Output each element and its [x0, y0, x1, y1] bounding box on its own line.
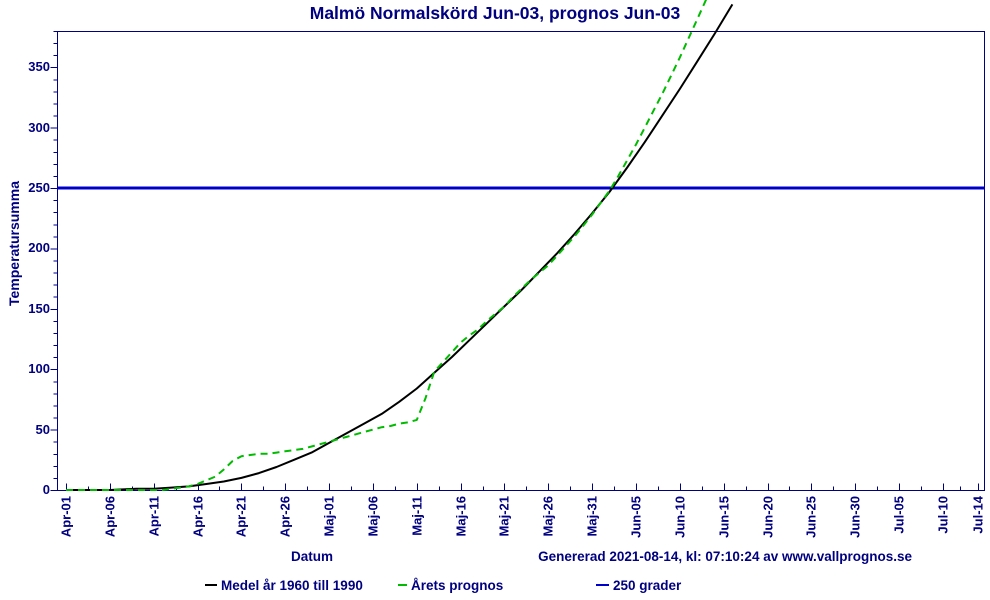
legend-item-normal: Medel år 1960 till 1990	[205, 576, 363, 594]
x-tick-label: Apr-01	[58, 496, 74, 538]
legend-label-forecast: Årets prognos	[411, 577, 504, 593]
normal-line-swatch	[205, 584, 217, 586]
x-tick-label: Maj-21	[496, 496, 512, 537]
x-tick-label: Jul-14	[970, 496, 986, 534]
legend-label-normal: Medel år 1960 till 1990	[221, 577, 363, 593]
x-tick-label: Maj-11	[409, 496, 425, 536]
legend-label-threshold: 250 grader	[613, 577, 682, 593]
x-tick-label: Maj-31	[584, 496, 600, 537]
threshold-line-swatch	[596, 584, 609, 586]
x-tick-label: Maj-26	[540, 496, 556, 537]
x-tick-label: Jun-05	[628, 496, 644, 538]
y-tick-label: 100	[28, 361, 50, 377]
y-tick-label: 350	[28, 59, 50, 75]
y-tick-label: 50	[35, 421, 50, 437]
x-tick-label: Maj-06	[365, 496, 381, 537]
forecast-line-swatch	[398, 584, 407, 586]
x-tick-label: Jul-10	[935, 496, 951, 534]
x-tick-label: Apr-11	[146, 496, 162, 537]
y-tick-label: 150	[28, 300, 50, 316]
y-tick-label: 200	[28, 240, 50, 256]
x-tick-label: Apr-16	[190, 496, 206, 538]
x-tick-label: Jul-05	[891, 496, 907, 534]
x-tick-label: Apr-06	[102, 496, 118, 538]
x-axis-title: Datum	[291, 549, 334, 564]
legend-item-threshold: 250 grader	[596, 576, 681, 594]
legend: Medel år 1960 till 1990 Årets prognos 25…	[0, 576, 990, 596]
x-tick-label: Apr-26	[277, 496, 293, 538]
x-tick-label: Jun-10	[672, 496, 688, 538]
x-tick-label: Maj-01	[321, 496, 337, 537]
normal-series-line	[66, 3, 734, 491]
y-tick-label: 300	[28, 119, 50, 135]
x-tick-label: Maj-16	[453, 496, 469, 537]
x-tick-label: Apr-21	[233, 496, 249, 538]
x-tick-label: Jun-30	[847, 496, 863, 538]
y-tick-label: 250	[28, 180, 50, 196]
y-tick-label: 0	[42, 482, 50, 497]
plot-border	[57, 31, 985, 491]
legend-item-forecast: Årets prognos	[398, 576, 503, 594]
x-tick-label: Jun-25	[803, 496, 819, 538]
generated-info: Genererad 2021-08-14, kl: 07:10:24 av ww…	[538, 549, 912, 564]
x-tick-label: Jun-20	[760, 496, 776, 538]
chart-title: Malmö Normalskörd Jun-03, prognos Jun-03	[309, 3, 681, 23]
x-tick-label: Jun-15	[716, 496, 732, 538]
forecast-series-line	[66, 0, 708, 491]
